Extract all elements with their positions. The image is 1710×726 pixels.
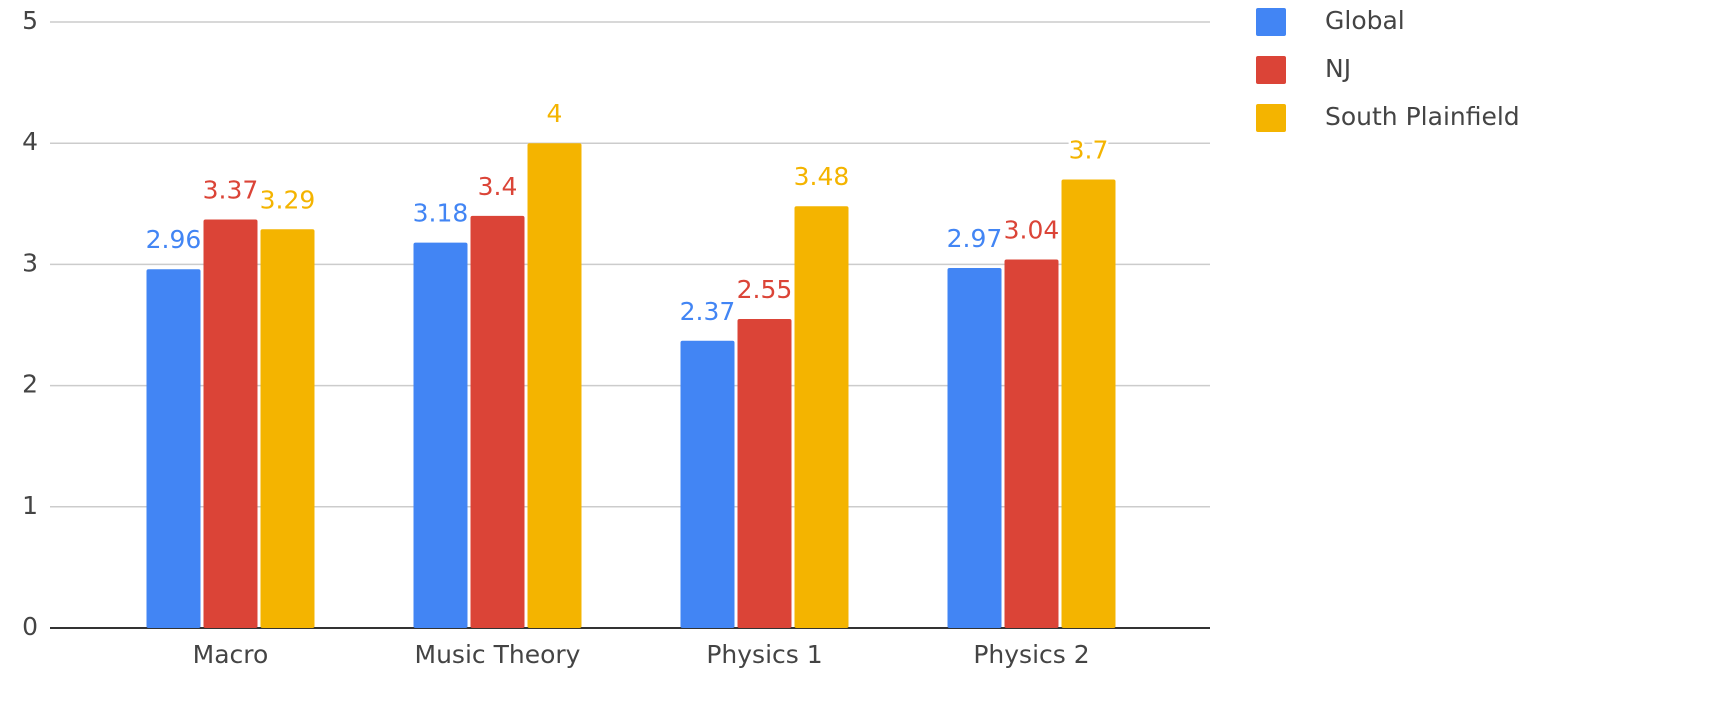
- value-label: 3.18: [413, 199, 469, 228]
- bar: [470, 215, 525, 629]
- legend-swatch: [1256, 104, 1286, 132]
- value-label: 3.48: [794, 162, 850, 191]
- bar: [203, 219, 258, 628]
- legend-label: NJ: [1325, 54, 1351, 83]
- y-tick-label: 5: [22, 6, 38, 35]
- value-label: 2.96: [146, 225, 202, 254]
- value-label: 2.55: [737, 275, 793, 304]
- legend-swatch: [1256, 56, 1286, 84]
- y-tick-label: 3: [22, 248, 38, 277]
- bar: [527, 143, 582, 628]
- legend-label: Global: [1325, 6, 1405, 35]
- value-label: 2.37: [680, 297, 736, 326]
- y-tick-label: 1: [22, 491, 38, 520]
- bar: [1004, 259, 1059, 628]
- x-tick-label: Physics 2: [973, 640, 1089, 669]
- value-label: 2.97: [947, 224, 1003, 253]
- y-tick-label: 2: [22, 370, 38, 399]
- bar: [947, 268, 1002, 628]
- legend-label: South Plainfield: [1325, 102, 1520, 131]
- value-label: 4: [547, 99, 563, 128]
- bar: [413, 242, 468, 629]
- value-label: 3.37: [203, 176, 259, 205]
- value-label: 3.7: [1069, 136, 1109, 165]
- value-label: 3.29: [260, 185, 316, 214]
- y-tick-label: 4: [22, 127, 38, 156]
- value-label: 3.04: [1004, 216, 1060, 245]
- x-tick-label: Macro: [193, 640, 269, 669]
- y-tick-label: 0: [22, 612, 38, 641]
- legend-swatch: [1256, 8, 1286, 36]
- x-tick-label: Physics 1: [706, 640, 822, 669]
- bar: [794, 206, 849, 628]
- bar: [680, 340, 735, 628]
- x-tick-label: Music Theory: [415, 640, 581, 669]
- value-label: 3.4: [478, 172, 518, 201]
- bar: [146, 269, 201, 628]
- bar: [737, 318, 792, 628]
- bar: [260, 229, 315, 628]
- bar: [1061, 179, 1116, 628]
